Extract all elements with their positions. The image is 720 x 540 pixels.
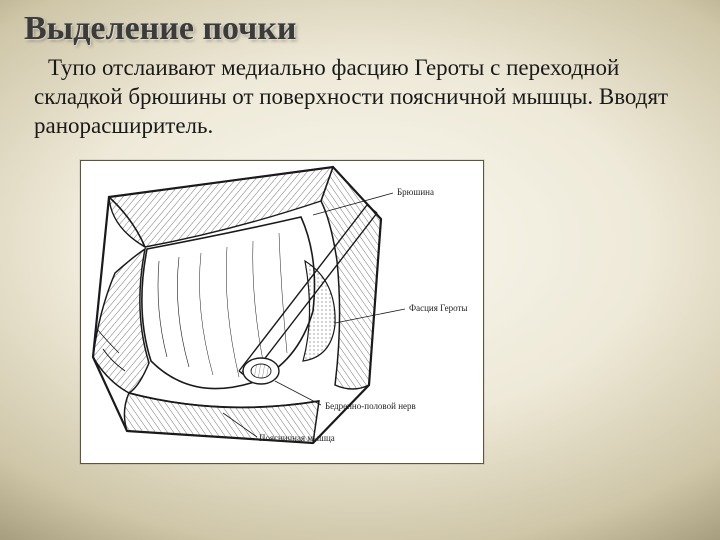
callout-gerota: Фасция Героты — [409, 303, 468, 313]
slide-title: Выделение почки — [24, 10, 698, 48]
callout-nerve: Бедренно-половой нерв — [325, 401, 416, 411]
slide: Выделение почки Тупо отслаивают медиальн… — [0, 0, 720, 540]
callout-psoas: Поясничная мышца — [259, 433, 335, 443]
slide-paragraph: Тупо отслаивают медиально фасцию Героты … — [34, 54, 692, 140]
anatomical-figure: Брюшина Фасция Героты Бедренно-половой н… — [80, 160, 484, 464]
callout-peritoneum: Брюшина — [397, 187, 434, 197]
